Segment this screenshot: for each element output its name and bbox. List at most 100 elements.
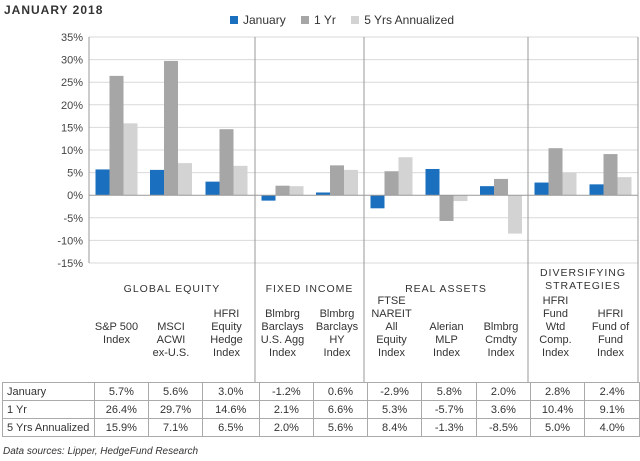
table-cell: 8.4% [366, 418, 423, 437]
category-label-7: Cmdty [485, 334, 517, 346]
legend-label-1yr: 1 Yr [314, 13, 336, 27]
table-cell: 26.4% [93, 400, 150, 419]
table-row-label: January [2, 382, 95, 401]
bar-1-8 [548, 148, 563, 196]
bar-1-3 [275, 185, 290, 196]
table-cell: 5.3% [366, 400, 423, 419]
bar-1-4 [330, 165, 344, 196]
category-label-5: FTSE [377, 295, 405, 307]
table-cell: 15.9% [93, 418, 150, 437]
table-cell: 14.6% [201, 400, 260, 419]
category-label-4: Blmbrg [320, 308, 355, 320]
group-label: FIXED INCOME [266, 283, 354, 295]
y-tick-label: 25% [61, 77, 83, 89]
table-cell: 2.0% [258, 418, 315, 437]
bar-2-7 [508, 195, 522, 234]
category-label-2: HFRI [214, 308, 240, 320]
legend-swatch-january [230, 16, 238, 24]
category-label-6: MLP [435, 334, 458, 346]
bar-0-1 [150, 169, 164, 196]
y-tick-label: 15% [61, 122, 83, 134]
bar-2-6 [453, 195, 468, 202]
category-label-9: Fund [598, 334, 623, 346]
chart-legend: January 1 Yr 5 Yrs Annualized [230, 13, 466, 27]
table-row-label: 1 Yr [2, 400, 95, 419]
bar-1-2 [219, 129, 234, 196]
category-label-9: Fund of [592, 321, 630, 333]
bar-2-5 [398, 157, 413, 196]
table-cell: -1.3% [421, 418, 478, 437]
category-label-8: Index [542, 347, 569, 359]
bar-2-0 [123, 123, 138, 196]
table-cell: 2.4% [584, 382, 640, 401]
bar-2-8 [562, 172, 577, 196]
page-title: JANUARY 2018 [4, 3, 104, 17]
table-cell: 2.0% [476, 382, 531, 401]
y-tick-label: 0% [67, 190, 83, 202]
returns-data-table: January 5.7% 5.6% 3.0% -1.2% 0.6% -2.9% 5.8% 2.0… [2, 382, 640, 437]
legend-item-1yr: 1 Yr [301, 13, 336, 27]
bar-2-4 [344, 169, 358, 196]
y-tick-label: -5% [63, 213, 83, 225]
table-cell: 5.0% [529, 418, 586, 437]
category-label-0: Index [103, 334, 130, 346]
bar-0-5 [370, 195, 385, 209]
table-cell: -1.2% [258, 382, 315, 401]
bar-0-4 [316, 192, 330, 196]
bar-2-2 [233, 165, 248, 196]
category-label-3: Barclays [261, 321, 304, 333]
table-cell: 3.0% [201, 382, 260, 401]
group-label: DIVERSIFYING [540, 267, 626, 279]
bar-1-9 [603, 154, 618, 196]
table-cell: 29.7% [148, 400, 203, 419]
category-label-4: Index [324, 347, 351, 359]
bar-2-1 [178, 163, 192, 196]
category-label-7: Index [488, 347, 515, 359]
bar-0-3 [261, 195, 276, 201]
y-tick-label: -15% [57, 258, 83, 270]
category-label-8: Comp. [539, 334, 571, 346]
bar-1-0 [109, 75, 124, 196]
category-label-6: Alerian [429, 321, 463, 333]
bar-2-9 [617, 177, 632, 196]
category-label-8: HFRI [543, 295, 569, 307]
returns-bar-chart: 35% 30% 25% 20% 15% 10% 5% 0% -5% -10% -15% GLOBAL … [57, 32, 639, 382]
bar-0-9 [589, 184, 604, 196]
category-label-4: Barclays [316, 321, 359, 333]
table-cell: 4.0% [584, 418, 640, 437]
category-label-2: Equity [211, 321, 242, 333]
category-label-1: ACWI [157, 334, 186, 346]
table-cell: -2.9% [366, 382, 423, 401]
table-cell: 6.5% [201, 418, 260, 437]
table-cell: -5.7% [421, 400, 478, 419]
category-label-9: HFRI [598, 308, 624, 320]
group-label: REAL ASSETS [405, 283, 487, 295]
legend-swatch-1yr [301, 16, 310, 24]
table-cell: -8.5% [476, 418, 531, 437]
bar-0-7 [480, 186, 494, 196]
category-label-1: MSCI [157, 321, 185, 333]
legend-label-5yr: 5 Yrs Annualized [364, 13, 455, 27]
y-tick-label: 20% [61, 100, 83, 112]
category-label-8: Wtd [546, 321, 566, 333]
bar-2-3 [289, 186, 304, 196]
bar-1-1 [164, 60, 178, 196]
group-label: GLOBAL EQUITY [124, 283, 221, 295]
category-label-5: NAREIT [371, 308, 412, 320]
table-cell: 5.6% [313, 418, 368, 437]
data-source-note: Data sources: Lipper, HedgeFund Research [3, 446, 199, 457]
table-cell: 5.7% [93, 382, 150, 401]
bar-0-6 [425, 168, 440, 196]
bar-0-8 [534, 182, 549, 196]
table-row: 5 Yrs Annualized 15.9% 7.1% 6.5% 2.0% 5.6% 8.4… [2, 418, 640, 437]
category-label-8: Fund [543, 308, 568, 320]
category-label-2: Index [213, 347, 240, 359]
legend-item-january: January [230, 13, 286, 27]
category-label-5: Index [378, 347, 405, 359]
table-cell: 2.1% [258, 400, 315, 419]
category-label-6: Index [433, 347, 460, 359]
table-cell: 9.1% [584, 400, 640, 419]
category-label-5: Equity [376, 334, 407, 346]
bar-0-0 [95, 169, 110, 196]
table-cell: 2.8% [529, 382, 586, 401]
